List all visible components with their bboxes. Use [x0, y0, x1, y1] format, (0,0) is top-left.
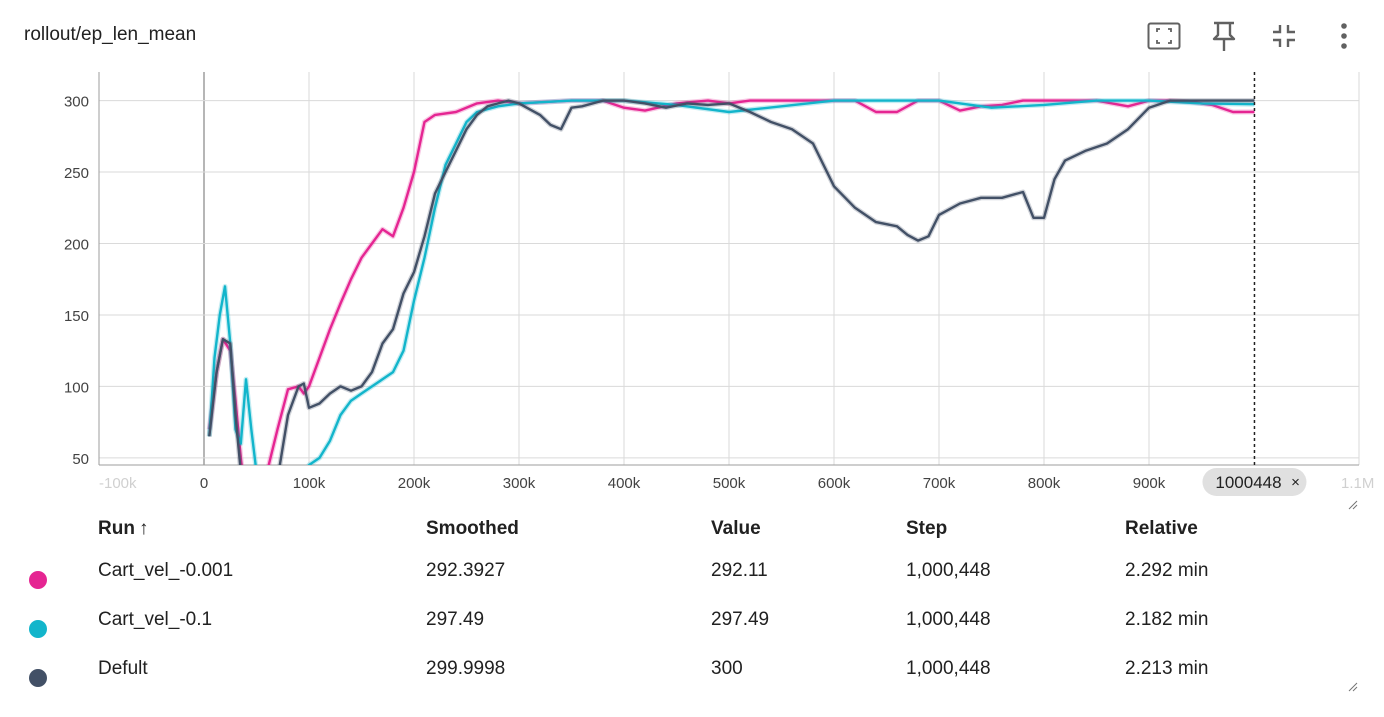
- pin-icon: [1212, 21, 1236, 51]
- series-line: [208, 99, 1255, 465]
- y-tick-label: 100: [64, 379, 89, 396]
- run-name-cell: Cart_vel_-0.1: [98, 608, 213, 630]
- hover-step-badge-bg: [1202, 468, 1307, 496]
- collapse-icon: [1273, 25, 1295, 47]
- step-cell: 1,000,448: [906, 608, 991, 630]
- y-tick-label: 200: [64, 236, 89, 253]
- collapse-button[interactable]: [1264, 18, 1304, 54]
- value-column-header[interactable]: Value: [711, 518, 761, 539]
- more-vert-icon: [1341, 23, 1347, 49]
- step-cell: 1,000,448: [906, 657, 991, 679]
- smoothed-column-header[interactable]: Smoothed: [426, 518, 519, 539]
- run-name-cell: Cart_vel_-0.001: [98, 559, 234, 581]
- x-tick-label: 700k: [923, 475, 956, 492]
- x-tick-label: -100k: [99, 475, 137, 492]
- color-cell: [0, 644, 98, 693]
- close-icon[interactable]: ×: [1291, 474, 1300, 491]
- series-raw-line: [206, 98, 1255, 465]
- chart-resize-handle[interactable]: [1348, 500, 1358, 510]
- more-options-button[interactable]: [1324, 18, 1364, 54]
- chart-title: rollout/ep_len_mean: [24, 24, 197, 45]
- line-chart[interactable]: 50 100 150 200 250 300 -100k 0 100k 200k 300k 400k 5…: [0, 60, 1384, 510]
- relative-cell: 2.292 min: [1125, 559, 1209, 581]
- run-column-header[interactable]: Run ↑: [98, 512, 426, 546]
- series-line: [208, 99, 1255, 465]
- x-tick-label: 100k: [293, 475, 326, 492]
- pin-button[interactable]: [1204, 18, 1244, 54]
- step-column-header[interactable]: Step: [906, 518, 948, 539]
- series-raw-line: [206, 98, 1255, 465]
- hover-step-badge: 1000448 ×: [1202, 468, 1307, 496]
- y-tick-label: 50: [72, 451, 89, 468]
- color-cell: [0, 595, 98, 644]
- table-row: Cart_vel_-0.001 292.3927 292.11 1,000,44…: [0, 546, 1355, 595]
- series-raw-line: [206, 98, 1255, 465]
- x-tick-label: 0: [200, 475, 208, 492]
- value-cell: 297.49: [711, 608, 770, 630]
- x-tick-label: 800k: [1028, 475, 1061, 492]
- runs-table: Run ↑ Smoothed Value Step Relative Cart_v…: [0, 512, 1355, 693]
- x-tick-label: 600k: [818, 475, 851, 492]
- relative-cell: 2.213 min: [1125, 657, 1209, 679]
- relative-cell: 2.182 min: [1125, 608, 1209, 630]
- color-column-header: [0, 512, 98, 546]
- table-resize-handle[interactable]: [1348, 682, 1358, 692]
- chart-area[interactable]: 50 100 150 200 250 300 -100k 0 100k 200k 300k 400k 5…: [0, 60, 1384, 510]
- table-row: Cart_vel_-0.1 297.49 297.49 1,000,448 2.…: [0, 595, 1355, 644]
- y-tick-label: 150: [64, 308, 89, 325]
- run-color-dot: [29, 668, 47, 687]
- value-cell: 300: [711, 657, 743, 679]
- x-tick-label: 900k: [1133, 475, 1166, 492]
- step-cell: 1,000,448: [906, 559, 991, 581]
- run-color-dot: [29, 570, 47, 589]
- run-name-cell: Defult: [98, 657, 148, 679]
- x-tick-label: 1.1M: [1341, 475, 1374, 492]
- chart-toolbar: [1144, 18, 1364, 54]
- run-color-dot: [29, 619, 47, 638]
- x-tick-label: 300k: [503, 475, 536, 492]
- table-header-row: Run ↑ Smoothed Value Step Relative: [0, 512, 1355, 546]
- y-tick-label: 300: [64, 94, 89, 111]
- series-line: [208, 99, 1255, 465]
- hover-step-label: 1000448: [1215, 473, 1281, 492]
- relative-column-header[interactable]: Relative: [1125, 518, 1198, 539]
- x-tick-label: 200k: [398, 475, 431, 492]
- table-row: Defult 299.9998 300 1,000,448 2.213 min: [0, 644, 1355, 693]
- color-cell: [0, 546, 98, 595]
- x-tick-label: 400k: [608, 475, 641, 492]
- y-tick-label: 250: [64, 165, 89, 182]
- smoothed-cell: 292.3927: [426, 559, 506, 581]
- run-header-label: Run: [98, 518, 135, 539]
- smoothed-cell: 299.9998: [426, 657, 506, 679]
- fit-domain-button[interactable]: [1144, 18, 1184, 54]
- fit-domain-icon: [1147, 22, 1181, 50]
- x-tick-label: 500k: [713, 475, 746, 492]
- smoothed-cell: 297.49: [426, 608, 485, 630]
- value-cell: 292.11: [711, 559, 768, 581]
- sort-arrow-icon[interactable]: ↑: [138, 518, 149, 539]
